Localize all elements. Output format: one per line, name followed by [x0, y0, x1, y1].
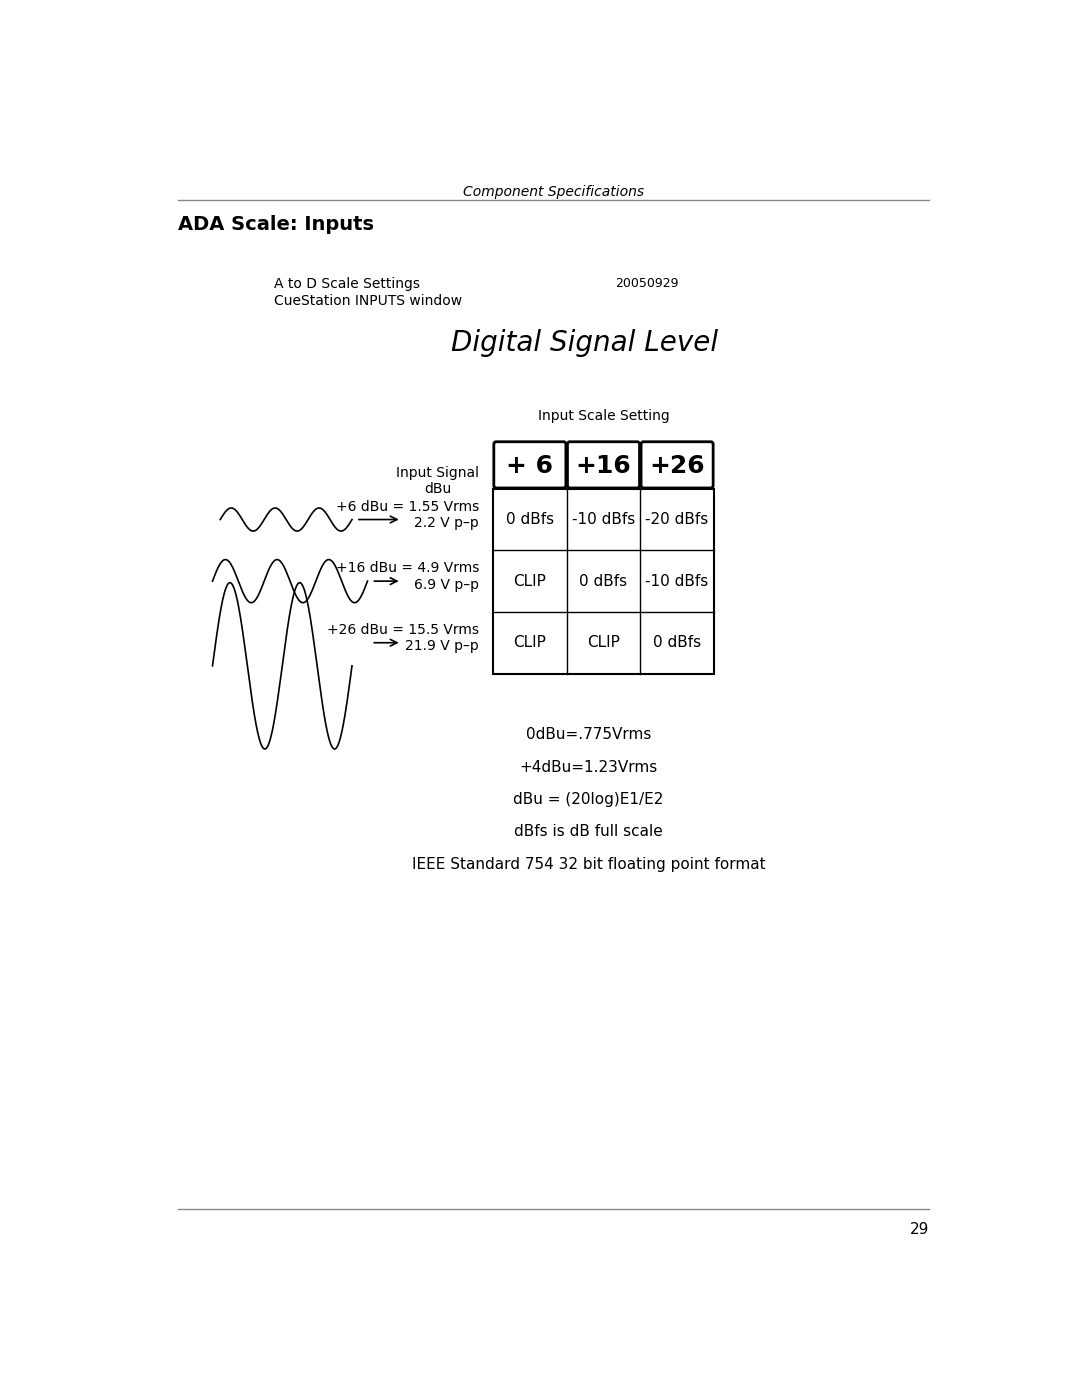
Text: ADA Scale: Inputs: ADA Scale: Inputs — [177, 215, 374, 235]
FancyBboxPatch shape — [494, 441, 566, 488]
Text: 29: 29 — [910, 1222, 930, 1236]
Text: CLIP: CLIP — [513, 636, 546, 650]
Text: -10 dBfs: -10 dBfs — [646, 574, 708, 588]
FancyBboxPatch shape — [567, 441, 639, 488]
Text: -10 dBfs: -10 dBfs — [572, 513, 635, 527]
Text: CLIP: CLIP — [513, 574, 546, 588]
Text: +16: +16 — [576, 454, 632, 478]
Text: CueStation INPUTS window: CueStation INPUTS window — [274, 293, 462, 307]
Text: A to D Scale Settings: A to D Scale Settings — [274, 277, 420, 291]
Text: Input Signal
dBu: Input Signal dBu — [396, 465, 480, 496]
Text: 0 dBfs: 0 dBfs — [580, 574, 627, 588]
Text: CLIP: CLIP — [588, 636, 620, 650]
Text: Component Specifications: Component Specifications — [463, 184, 644, 198]
Text: +4dBu=1.23Vrms: +4dBu=1.23Vrms — [519, 760, 658, 775]
FancyBboxPatch shape — [642, 441, 713, 488]
Text: + 6: + 6 — [507, 454, 553, 478]
Bar — [494, 489, 714, 673]
Text: 20050929: 20050929 — [616, 277, 679, 291]
Text: dBfs is dB full scale: dBfs is dB full scale — [514, 824, 663, 840]
Text: 0dBu=.775Vrms: 0dBu=.775Vrms — [526, 728, 651, 742]
Text: +6 dBu = 1.55 Vrms
2.2 V p–p: +6 dBu = 1.55 Vrms 2.2 V p–p — [336, 500, 480, 529]
Text: +26 dBu = 15.5 Vrms
21.9 V p–p: +26 dBu = 15.5 Vrms 21.9 V p–p — [327, 623, 480, 654]
Text: dBu = (20log)E1/E2: dBu = (20log)E1/E2 — [513, 792, 663, 807]
Text: IEEE Standard 754 32 bit floating point format: IEEE Standard 754 32 bit floating point … — [411, 856, 766, 872]
Text: 0 dBfs: 0 dBfs — [653, 636, 701, 650]
Text: -20 dBfs: -20 dBfs — [646, 513, 708, 527]
Text: +26: +26 — [649, 454, 705, 478]
Text: +16 dBu = 4.9 Vrms
6.9 V p–p: +16 dBu = 4.9 Vrms 6.9 V p–p — [336, 562, 480, 591]
Text: Input Scale Setting: Input Scale Setting — [538, 409, 670, 423]
Text: Digital Signal Level: Digital Signal Level — [451, 328, 718, 356]
Text: 0 dBfs: 0 dBfs — [505, 513, 554, 527]
